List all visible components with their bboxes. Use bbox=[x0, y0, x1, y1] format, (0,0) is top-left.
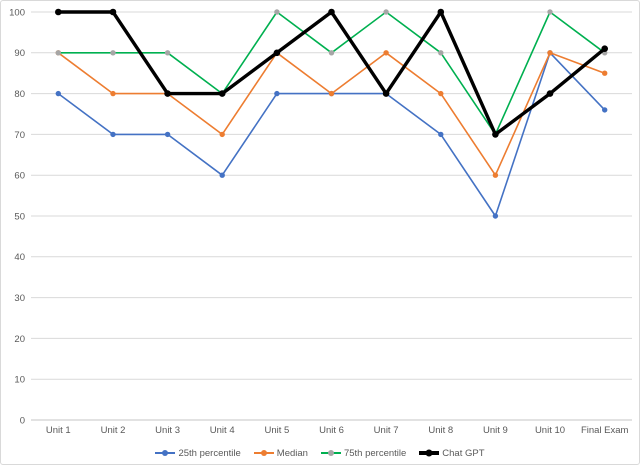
y-tick-label: 70 bbox=[14, 130, 25, 141]
x-tick-label: Unit 4 bbox=[210, 425, 235, 436]
legend-line-sample bbox=[419, 449, 440, 457]
legend-label: 75th percentile bbox=[343, 447, 407, 459]
x-tick-label: Unit 1 bbox=[46, 425, 71, 436]
data-point-marker-75th-percentile bbox=[438, 50, 444, 56]
data-point-marker-chat-gpt bbox=[109, 8, 117, 16]
data-point-marker-median bbox=[492, 172, 499, 178]
legend-marker-dot bbox=[260, 450, 267, 456]
data-point-marker-median bbox=[219, 131, 225, 138]
data-point-marker-chat-gpt bbox=[601, 45, 608, 52]
chart-legend: 25th percentile Median 75th percentile C… bbox=[1, 445, 639, 461]
data-point-marker-25th-percentile bbox=[274, 90, 280, 97]
x-tick-label: Unit 5 bbox=[264, 425, 289, 436]
data-point-marker-chat-gpt bbox=[546, 90, 554, 97]
data-point-marker-25th-percentile bbox=[55, 90, 61, 97]
data-point-marker-median bbox=[383, 50, 389, 56]
y-tick-label: 50 bbox=[14, 211, 25, 222]
legend-item-median: Median bbox=[253, 447, 308, 459]
y-tick-label: 20 bbox=[14, 334, 25, 345]
data-point-marker-chat-gpt bbox=[328, 8, 335, 16]
line-chart-canvas: 0 10 20 30 40 50 60 70 80 90 100 Unit 1 Unit 2 Unit 3… bbox=[9, 7, 632, 436]
data-point-marker-median bbox=[110, 90, 116, 97]
x-tick-label: Unit 9 bbox=[483, 425, 508, 436]
data-point-marker-25th-percentile bbox=[110, 131, 116, 138]
data-point-marker-chat-gpt bbox=[164, 90, 171, 97]
legend-line-sample bbox=[253, 450, 274, 456]
y-tick-label: 40 bbox=[14, 252, 25, 263]
data-point-marker-median bbox=[438, 90, 444, 97]
legend-label: 25th percentile bbox=[178, 447, 241, 459]
legend-item-75th-percentile: 75th percentile bbox=[320, 447, 407, 459]
data-point-marker-chat-gpt bbox=[55, 8, 62, 16]
data-point-marker-25th-percentile bbox=[164, 131, 171, 138]
y-tick-label: 30 bbox=[14, 293, 25, 304]
data-point-marker-25th-percentile bbox=[492, 213, 499, 219]
legend-item-chat-gpt: Chat GPT bbox=[419, 447, 485, 459]
data-point-marker-median bbox=[602, 70, 608, 76]
legend-marker-dot bbox=[162, 450, 169, 456]
legend-marker-dot bbox=[327, 450, 334, 456]
y-tick-label: 0 bbox=[20, 415, 25, 426]
data-point-marker-chat-gpt bbox=[492, 131, 499, 138]
y-tick-label: 90 bbox=[14, 48, 25, 59]
data-point-marker-25th-percentile bbox=[602, 107, 608, 113]
x-tick-label: Unit 6 bbox=[319, 425, 344, 436]
data-point-marker-chat-gpt bbox=[382, 90, 390, 97]
data-point-marker-75th-percentile bbox=[547, 9, 553, 15]
legend-item-25th-percentile: 25th percentile bbox=[155, 447, 241, 459]
legend-line-sample bbox=[320, 450, 341, 456]
data-point-marker-75th-percentile bbox=[110, 50, 116, 56]
data-point-marker-25th-percentile bbox=[438, 131, 444, 138]
y-tick-label: 100 bbox=[9, 7, 25, 18]
data-point-marker-median bbox=[547, 50, 553, 56]
data-point-marker-75th-percentile bbox=[274, 9, 280, 15]
data-point-marker-75th-percentile bbox=[383, 9, 389, 15]
x-tick-label: Unit 10 bbox=[535, 425, 565, 436]
data-point-marker-chat-gpt bbox=[437, 8, 445, 16]
x-tick-label: Unit 8 bbox=[428, 425, 453, 436]
data-point-marker-25th-percentile bbox=[219, 172, 225, 178]
data-point-marker-median bbox=[328, 90, 335, 97]
legend-label: Chat GPT bbox=[442, 447, 485, 459]
x-tick-label: Final Exam bbox=[581, 425, 629, 436]
data-point-marker-75th-percentile bbox=[55, 50, 61, 56]
legend-line-sample bbox=[155, 450, 176, 456]
y-tick-label: 60 bbox=[14, 171, 25, 182]
data-point-marker-chat-gpt bbox=[218, 90, 226, 97]
x-tick-label: Unit 7 bbox=[374, 425, 399, 436]
y-tick-label: 80 bbox=[14, 89, 25, 100]
data-point-marker-75th-percentile bbox=[328, 50, 335, 56]
x-tick-label: Unit 3 bbox=[155, 425, 180, 436]
data-point-marker-75th-percentile bbox=[164, 50, 171, 56]
legend-label: Median bbox=[276, 447, 308, 459]
data-point-marker-chat-gpt bbox=[273, 49, 281, 57]
y-tick-label: 10 bbox=[14, 375, 25, 386]
legend-marker-dot bbox=[425, 449, 433, 457]
x-tick-label: Unit 2 bbox=[101, 425, 126, 436]
